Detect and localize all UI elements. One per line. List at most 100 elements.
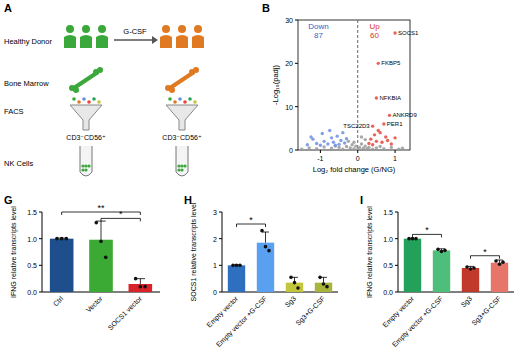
text: 0.5 <box>383 262 393 269</box>
cell <box>188 97 192 101</box>
arrow-head <box>152 36 158 44</box>
text: SOCS1 relative transcripts level <box>190 202 198 301</box>
point <box>341 147 344 150</box>
replicate-point <box>494 259 498 263</box>
y-tick <box>39 265 42 266</box>
point <box>332 141 335 144</box>
points <box>300 20 404 150</box>
text: CD3⁻CD56⁺ <box>162 134 202 141</box>
cell <box>193 100 197 104</box>
text: 3 <box>213 209 217 216</box>
person-head <box>162 25 170 33</box>
text: FACS <box>4 107 24 116</box>
point <box>322 140 325 143</box>
text: NFKBIA <box>379 95 401 101</box>
replicate-point <box>55 237 59 241</box>
x-tick <box>395 150 396 153</box>
text: IFNG relative transcripts level <box>10 206 18 298</box>
point <box>393 136 396 139</box>
point <box>345 145 348 148</box>
text: -1 <box>317 155 323 162</box>
replicate-point <box>264 245 268 249</box>
plot-frame <box>298 20 410 150</box>
y-tick <box>295 150 298 151</box>
point <box>322 145 325 148</box>
point <box>364 138 367 141</box>
y-axis <box>42 212 43 292</box>
replicate-point <box>296 286 300 290</box>
bar <box>89 240 113 292</box>
replicate-point <box>94 221 98 225</box>
text: 1 <box>213 262 217 269</box>
point <box>390 142 393 145</box>
nk-cell <box>180 164 183 167</box>
replicate-point <box>65 237 69 241</box>
point <box>380 141 383 144</box>
text: SOCS1 <box>398 30 419 36</box>
point <box>308 146 311 149</box>
point <box>354 144 357 147</box>
cell <box>168 97 172 101</box>
point <box>377 62 380 65</box>
nk-cell <box>81 168 84 171</box>
y-axis <box>398 212 399 292</box>
point <box>319 144 322 147</box>
text: 0 <box>213 289 217 296</box>
nk-cell <box>87 164 90 167</box>
cell <box>72 97 76 101</box>
point <box>336 134 339 137</box>
cell <box>97 100 101 104</box>
replicate-point <box>440 250 444 254</box>
point <box>388 114 391 117</box>
cell <box>77 100 81 104</box>
bar <box>228 265 245 292</box>
point <box>390 146 393 149</box>
nk-cell <box>84 168 87 171</box>
replicate-point <box>139 285 143 289</box>
x-tick <box>357 150 358 153</box>
replicate-point <box>318 276 322 280</box>
bar <box>257 243 274 292</box>
person-body <box>80 35 92 48</box>
point <box>337 146 340 149</box>
text: I <box>360 194 363 206</box>
text: Sg3 <box>283 295 298 310</box>
replicate-point <box>498 262 502 266</box>
y-tick <box>395 238 398 239</box>
funnel <box>166 105 198 130</box>
text: Ctrl <box>52 294 65 307</box>
point <box>330 147 333 150</box>
replicate-point <box>443 249 447 253</box>
x-tick <box>320 150 321 153</box>
y-tick <box>295 20 298 21</box>
replicate-point <box>414 237 418 241</box>
point <box>375 96 378 99</box>
point <box>384 135 387 138</box>
text: 87 <box>314 31 323 40</box>
point <box>315 147 318 150</box>
point <box>369 137 372 140</box>
threshold-line <box>357 20 358 150</box>
text: Sg3+G-CSF <box>470 295 503 328</box>
text: 1.5 <box>383 209 393 216</box>
text: FKBP5 <box>381 60 401 66</box>
text: Bone Marrow <box>4 79 49 88</box>
y-tick <box>395 292 398 293</box>
point <box>321 132 324 135</box>
person-head <box>82 25 90 33</box>
cell <box>183 100 187 104</box>
replicate-point <box>235 264 239 268</box>
text: Up <box>369 22 380 31</box>
text: Sg3+G-CSF <box>294 295 327 328</box>
text: Empty vector +G-CSF <box>391 295 445 349</box>
y-tick <box>39 292 42 293</box>
nk-cell <box>84 164 87 167</box>
point <box>378 145 381 148</box>
tube <box>80 146 92 176</box>
text: ANKRD9 <box>392 112 417 118</box>
replicate-point <box>325 285 329 289</box>
point <box>382 147 385 150</box>
y-tick <box>395 212 398 213</box>
point <box>382 122 385 125</box>
text: 0 <box>356 155 360 162</box>
